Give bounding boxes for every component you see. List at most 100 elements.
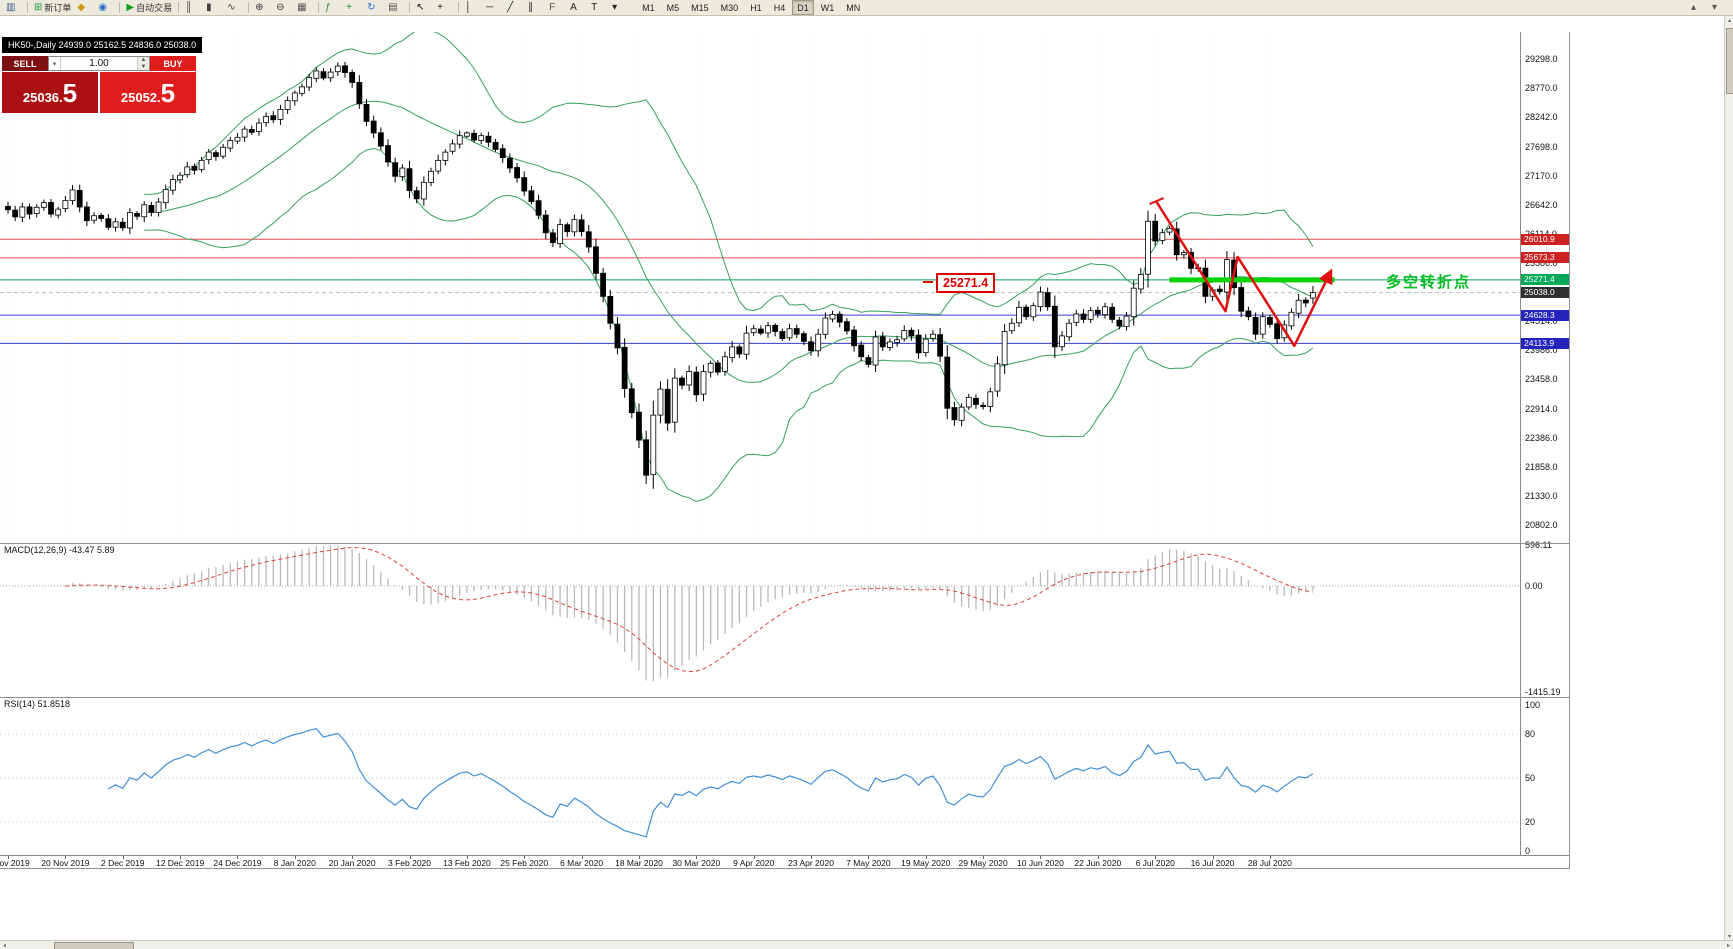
buy-button[interactable]: BUY	[150, 56, 196, 71]
zoom-out-button[interactable]: ⊖	[273, 0, 294, 16]
arrows-button[interactable]: ▾	[609, 0, 630, 16]
timeframe-d1[interactable]: D1	[792, 0, 814, 15]
price-axis[interactable]: 29298.0 28770.0 28242.0 27698.0 27170.0 26642…	[1520, 32, 1570, 856]
date-label: 20 Nov 2019	[41, 858, 90, 868]
bar-chart-button[interactable]: ║	[182, 0, 203, 16]
line-chart-button[interactable]: ∿	[224, 0, 245, 16]
horizontal-line-button[interactable]: ─	[483, 0, 504, 16]
main-chart[interactable]	[0, 32, 1520, 543]
scroll-left-icon[interactable]: ◂	[2, 942, 6, 949]
channel-button[interactable]: ∥	[525, 0, 546, 16]
vertical-scroll-thumb[interactable]	[1726, 28, 1733, 94]
toolbar-separator	[318, 2, 320, 13]
price-axis-label: 22386.0	[1525, 433, 1558, 444]
candlestick-chart-icon: ▮	[206, 1, 212, 13]
chart-window-icon: ▥	[6, 1, 16, 13]
timeframe-m30[interactable]: M30	[720, 2, 739, 13]
timeframe-m15[interactable]: M15	[691, 2, 709, 13]
price-axis-label: 29298.0	[1525, 54, 1558, 64]
macd-panel[interactable]	[0, 543, 1520, 697]
price-tag: 26010.9	[1521, 233, 1569, 245]
favorites-button[interactable]: ◆	[74, 0, 95, 16]
new-order-button[interactable]: ⊞ 新订单	[31, 0, 74, 16]
price-tag: 25271.4	[1521, 274, 1569, 286]
date-tick-mark	[1040, 856, 1042, 859]
volume-down-icon[interactable]: ▼	[138, 63, 149, 70]
toolbar-more-up-icon: ▴	[1691, 1, 1697, 13]
price-axis-label: 26114.0	[1525, 229, 1557, 239]
horizontal-line-icon: ─	[486, 1, 494, 13]
market-watch-icon: ◉	[98, 1, 108, 13]
buy-price-button[interactable]: 25052. 5	[100, 72, 196, 113]
zoom-in-button[interactable]: ⊕	[252, 0, 273, 16]
toolbar-separator	[409, 2, 411, 13]
date-tick-mark	[294, 856, 296, 859]
rsi-axis-label: 50	[1525, 773, 1536, 783]
price-axis-label: 23458.0	[1525, 374, 1558, 385]
auto-trading-button[interactable]: ▶ 自动交易	[123, 0, 175, 16]
scroll-up-icon[interactable]: ▴	[1727, 17, 1731, 24]
crosshair-button[interactable]: +	[434, 0, 455, 16]
volume-up-icon[interactable]: ▲	[138, 57, 149, 64]
rsi-indicator-label: RSI(14) 51.8518	[4, 699, 71, 709]
volume-field[interactable]: ▾ 1.00 ▲ ▼	[48, 56, 150, 71]
trendline-button[interactable]: ╱	[504, 0, 525, 16]
horizontal-scrollbar[interactable]: ◂ ▸	[0, 940, 1733, 949]
sell-price-button[interactable]: 25036. 5	[2, 72, 98, 113]
templates-button[interactable]: ▤	[385, 0, 406, 16]
indicators-button[interactable]: ƒ	[322, 0, 343, 16]
price-axis-label: 28770.0	[1525, 82, 1558, 93]
chart-window: 29298.0 28770.0 28242.0 27698.0 27170.0 26642…	[0, 16, 1570, 869]
date-tick-mark	[983, 856, 985, 859]
vertical-line-button[interactable]: │	[462, 0, 483, 16]
add-indicator-button[interactable]: +	[343, 0, 364, 16]
chart-window-button[interactable]: ▥	[3, 0, 24, 16]
date-label: 18 Mar 2020	[615, 858, 663, 868]
date-label: 12 Dec 2019	[155, 858, 205, 868]
date-tick-mark	[581, 856, 583, 859]
macd-panel-divider[interactable]	[0, 543, 1570, 544]
market-watch-button[interactable]: ◉	[95, 0, 116, 16]
price-axis-label: 24514.0	[1525, 316, 1558, 327]
timeframe-w1[interactable]: W1	[820, 2, 835, 13]
horizontal-scroll-thumb[interactable]	[54, 942, 134, 949]
price-annotation[interactable]: 25271.4	[936, 273, 996, 293]
date-label: 20 Jan 2020	[328, 858, 376, 868]
price-tag: 24113.9	[1521, 337, 1569, 349]
date-tick-mark	[237, 856, 239, 859]
toolbar-buttons: ▥ ⊞ 新订单 ◆ ◉ ▶ 自动交易 ║ ▮ ∿ ⊕ ⊖ ▦ ƒ + ↻ ▤ ↖ + │ ─ ╱ ∥ F A T ▾	[3, 0, 630, 16]
vertical-line-icon: │	[465, 1, 472, 13]
favorites-icon: ◆	[77, 1, 86, 13]
scroll-down-icon[interactable]: ▾	[1727, 933, 1731, 940]
turning-point-label[interactable]: 多空转折点	[1386, 274, 1472, 291]
refresh-button[interactable]: ↻	[364, 0, 385, 16]
vertical-scrollbar[interactable]: ▴ ▾	[1724, 16, 1733, 940]
rsi-panel-divider[interactable]	[0, 697, 1570, 698]
fibonacci-button[interactable]: F	[546, 0, 567, 16]
date-label: 8 Nov 2019	[0, 858, 30, 868]
refresh-icon: ↻	[367, 1, 376, 13]
date-label: 28 Jul 2020	[1247, 858, 1292, 868]
candlestick-chart-button[interactable]: ▮	[203, 0, 224, 16]
date-axis[interactable]: 8 Nov 2019 20 Nov 2019 2 Dec 2019 12 Dec 20…	[0, 855, 1570, 868]
rsi-panel[interactable]	[0, 697, 1520, 855]
timeframe-h1[interactable]: H1	[750, 2, 762, 13]
chart-window-border	[1569, 32, 1570, 868]
sell-button[interactable]: SELL	[2, 56, 48, 71]
grid-button[interactable]: ▦	[294, 0, 315, 16]
volume-dropdown-icon[interactable]: ▾	[49, 57, 61, 70]
label-button[interactable]: T	[588, 0, 609, 16]
timeframe-h4[interactable]: H4	[773, 2, 786, 13]
text-button[interactable]: A	[567, 0, 588, 16]
timeframe-m1[interactable]: M1	[642, 2, 655, 13]
toolbar-more-up-button[interactable]: ▴	[1688, 0, 1709, 16]
scroll-right-icon[interactable]: ▸	[1726, 942, 1730, 949]
volume-value[interactable]: 1.00	[89, 58, 109, 69]
timeframe-mn[interactable]: MN	[846, 2, 861, 13]
buy-price: 25052.	[120, 90, 161, 105]
timeframe-m5[interactable]: M5	[666, 2, 680, 13]
toolbar-more-down-button[interactable]: ▾	[1709, 0, 1730, 16]
date-tick-mark	[638, 856, 640, 859]
cursor-button[interactable]: ↖	[413, 0, 434, 16]
